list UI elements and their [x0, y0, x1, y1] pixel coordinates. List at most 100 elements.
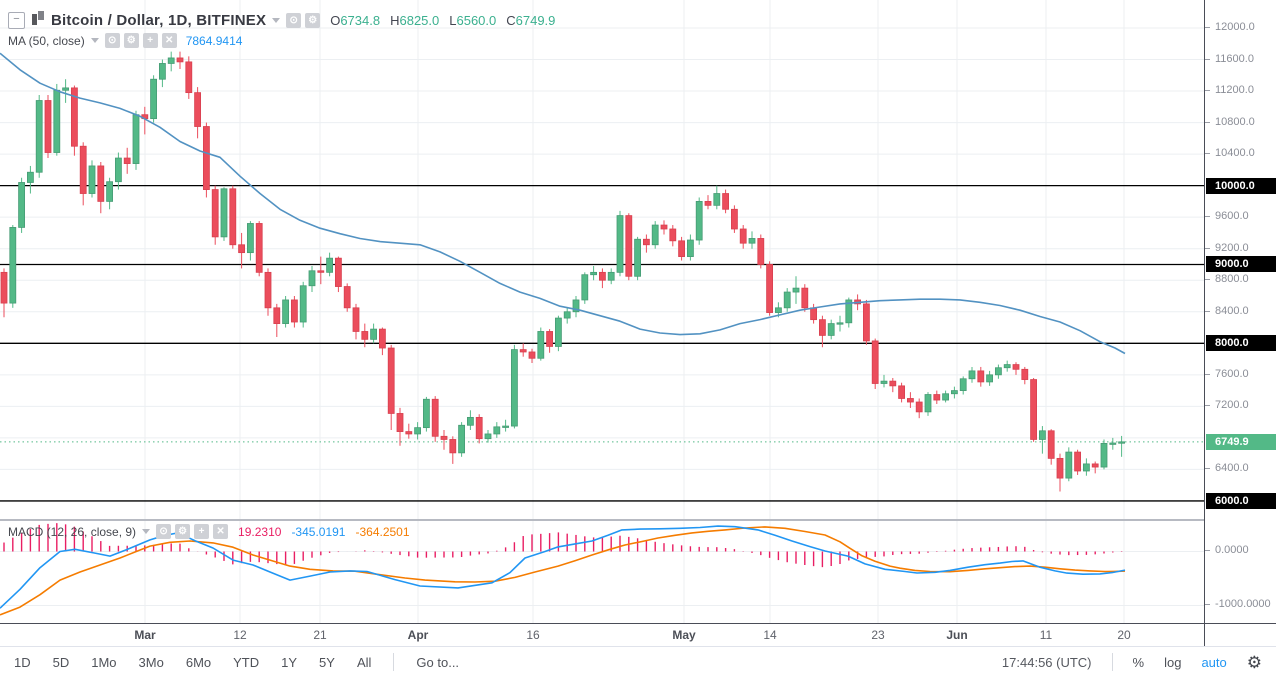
candle-body — [995, 367, 1002, 376]
time-axis[interactable]: Mar 12 21 Apr 16 May 14 23 Jun 11 20 — [0, 623, 1204, 646]
price-axis-label: 8400.0 — [1205, 305, 1249, 317]
candle-body — [942, 393, 949, 401]
range-button-3Mo[interactable]: 3Mo — [138, 654, 164, 670]
axis-tick-mark — [1205, 405, 1210, 407]
candle-body — [246, 223, 254, 254]
candle-body — [115, 157, 122, 183]
eye-icon[interactable]: ⊙ — [286, 13, 302, 28]
candle-body — [924, 394, 932, 413]
candle-body — [273, 307, 281, 324]
candle-body — [819, 319, 826, 336]
candle-body — [713, 193, 721, 206]
gear-icon[interactable]: ⚙ — [175, 524, 191, 539]
range-button-6Mo[interactable]: 6Mo — [185, 654, 212, 670]
chevron-down-icon[interactable] — [272, 18, 281, 23]
candle-body — [634, 238, 641, 277]
collapse-pane-icon[interactable]: − — [8, 12, 25, 29]
macd-legend-label[interactable]: MACD (12, 26, close, 9) — [8, 524, 137, 539]
candle-body — [308, 270, 316, 287]
candle-body — [493, 426, 501, 435]
macd-axis-label: -1000.0000 — [1205, 598, 1271, 610]
time-axis-label: May — [672, 628, 696, 642]
candle-body — [53, 89, 61, 153]
candle-body — [35, 100, 43, 173]
goto-button[interactable]: Go to... — [416, 654, 460, 670]
candle-body — [616, 215, 624, 273]
candle-body — [352, 307, 360, 332]
range-button-YTD[interactable]: YTD — [233, 654, 260, 670]
candle-body — [202, 126, 210, 190]
eye-icon[interactable]: ⊙ — [156, 524, 172, 539]
price-axis[interactable]: 12000.0 11600.0 11200.0 10800.0 10400.0 10000… — [1204, 0, 1276, 623]
candle-body — [625, 215, 633, 277]
pane-resize-handle[interactable] — [0, 519, 1276, 521]
axis-tick-mark — [1205, 550, 1210, 552]
chevron-down-icon[interactable] — [142, 529, 151, 534]
chart-canvas[interactable] — [0, 0, 1204, 623]
candle-body — [282, 299, 290, 324]
chart-properties-gear-icon[interactable]: ⚙ — [1246, 652, 1262, 672]
plus-icon[interactable]: + — [142, 33, 158, 48]
candle-body — [669, 228, 677, 242]
candle-body — [607, 271, 615, 281]
axis-tick-mark — [1205, 216, 1210, 218]
time-axis-label: 23 — [871, 628, 885, 642]
candle-body — [695, 201, 703, 241]
range-button-1Y[interactable]: 1Y — [281, 654, 298, 670]
candle-body — [722, 193, 729, 210]
ma-legend-label[interactable]: MA (50, close) — [8, 33, 85, 48]
candle-body — [845, 299, 853, 324]
candle-body — [1047, 430, 1055, 459]
candle-body — [1039, 430, 1046, 440]
symbol-title[interactable]: Bitcoin / Dollar, 1D, BITFINEX — [51, 12, 267, 29]
candle-body — [599, 271, 606, 281]
range-button-5D[interactable]: 5D — [52, 654, 70, 670]
range-button-5Y[interactable]: 5Y — [319, 654, 335, 670]
candle-body — [986, 374, 993, 383]
candle-body — [783, 291, 791, 309]
candle-body — [414, 427, 422, 435]
candle-body — [378, 328, 386, 349]
scale-button-%[interactable]: % — [1132, 654, 1145, 670]
candle-body — [422, 398, 430, 429]
scale-button-auto[interactable]: auto — [1201, 654, 1227, 670]
candle-body — [290, 299, 298, 323]
candle-body — [704, 201, 712, 206]
eye-icon[interactable]: ⊙ — [104, 33, 120, 48]
time-axis-label: Mar — [134, 628, 156, 642]
gear-icon[interactable]: ⚙ — [305, 13, 321, 28]
time-axis-label: 11 — [1039, 628, 1053, 642]
ohlc-o-value: O6734.8 — [330, 13, 381, 28]
candle-body — [502, 425, 510, 428]
range-button-1Mo[interactable]: 1Mo — [91, 654, 117, 670]
range-button-All[interactable]: All — [356, 654, 372, 670]
candle-body — [458, 424, 466, 454]
candle-body — [889, 380, 897, 387]
candle-body — [510, 349, 518, 427]
gear-icon[interactable]: ⚙ — [123, 33, 139, 48]
price-axis-label: 7200.0 — [1205, 399, 1249, 411]
candle-body — [1056, 457, 1064, 479]
scale-buttons-group: % log auto — [1133, 655, 1227, 670]
price-level-label: 9000.0 — [1206, 256, 1276, 273]
price-axis-label: 7600.0 — [1205, 368, 1249, 380]
candle-body — [898, 385, 905, 399]
scale-button-log[interactable]: log — [1164, 654, 1182, 670]
candle-body — [748, 238, 756, 244]
close-icon[interactable]: ✕ — [161, 33, 177, 48]
axis-corner — [1204, 623, 1276, 646]
range-button-1D[interactable]: 1D — [14, 654, 31, 670]
candle-body — [933, 394, 941, 401]
close-icon[interactable]: ✕ — [213, 524, 229, 539]
candle-body — [88, 165, 96, 194]
ma50-line — [0, 52, 1126, 355]
ma-value: 7864.9414 — [185, 33, 243, 48]
plus-icon[interactable]: + — [194, 524, 210, 539]
candle-body — [1109, 442, 1117, 445]
candle-body — [62, 87, 69, 91]
chevron-down-icon[interactable] — [90, 38, 99, 43]
price-level-label: 8000.0 — [1206, 335, 1276, 352]
ohlc-c-value: C6749.9 — [506, 13, 556, 28]
price-axis-label: 12000.0 — [1205, 21, 1255, 33]
